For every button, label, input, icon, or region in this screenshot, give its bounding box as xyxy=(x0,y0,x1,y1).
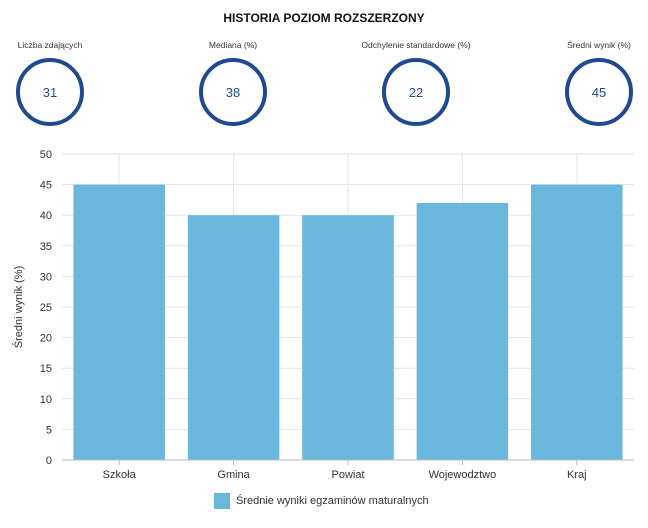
stat-median-value: 38 xyxy=(199,58,267,126)
legend: Średnie wyniki egzaminów maturalnych xyxy=(214,493,429,509)
y-axis-label: Średni wynik (%) xyxy=(12,266,25,349)
y-tick-label: 30 xyxy=(40,271,52,283)
bar xyxy=(187,215,280,460)
legend-label: Średnie wyniki egzaminów maturalnych xyxy=(236,495,429,507)
stat-mean: Średni wynik (%) 45 xyxy=(529,38,648,126)
stat-stddev-value: 22 xyxy=(382,58,450,126)
y-tick-label: 40 xyxy=(40,210,52,222)
stat-median: Mediana (%) 38 xyxy=(163,38,303,126)
bar xyxy=(416,202,509,460)
y-tick-label: 15 xyxy=(40,363,52,375)
stat-count-value: 31 xyxy=(16,58,84,126)
y-tick-label: 0 xyxy=(46,455,52,467)
stat-mean-label: Średni wynik (%) xyxy=(567,40,631,50)
y-tick-label: 35 xyxy=(40,241,52,253)
stat-median-label: Mediana (%) xyxy=(208,40,258,50)
bar xyxy=(531,184,623,460)
y-tick-label: 20 xyxy=(40,333,52,345)
stat-mean-value: 45 xyxy=(565,58,633,126)
stat-stddev-label: Odchylenie standardowe (%) xyxy=(361,40,471,50)
y-tick-label: 10 xyxy=(40,394,52,406)
stat-stddev: Odchylenie standardowe (%) 22 xyxy=(346,38,486,126)
y-tick-label: 25 xyxy=(40,302,52,314)
bar xyxy=(302,215,394,460)
stat-count-label: Liczba zdających xyxy=(17,40,83,50)
x-tick-label: Kraj xyxy=(567,469,587,481)
chart-title: HISTORIA POZIOM ROZSZERZONY xyxy=(223,11,425,25)
x-tick-label: Powiat xyxy=(331,469,364,481)
y-tick-label: 45 xyxy=(40,180,52,192)
x-tick-label: Wojewodztwo xyxy=(429,469,497,481)
stat-count: Liczba zdających 31 xyxy=(0,38,120,126)
x-tick-label: Szkoła xyxy=(103,469,137,481)
y-tick-label: 5 xyxy=(46,424,52,436)
bar xyxy=(73,184,165,460)
x-tick-label: Gmina xyxy=(217,469,250,481)
y-tick-label: 50 xyxy=(40,149,52,161)
legend-swatch xyxy=(214,493,230,509)
